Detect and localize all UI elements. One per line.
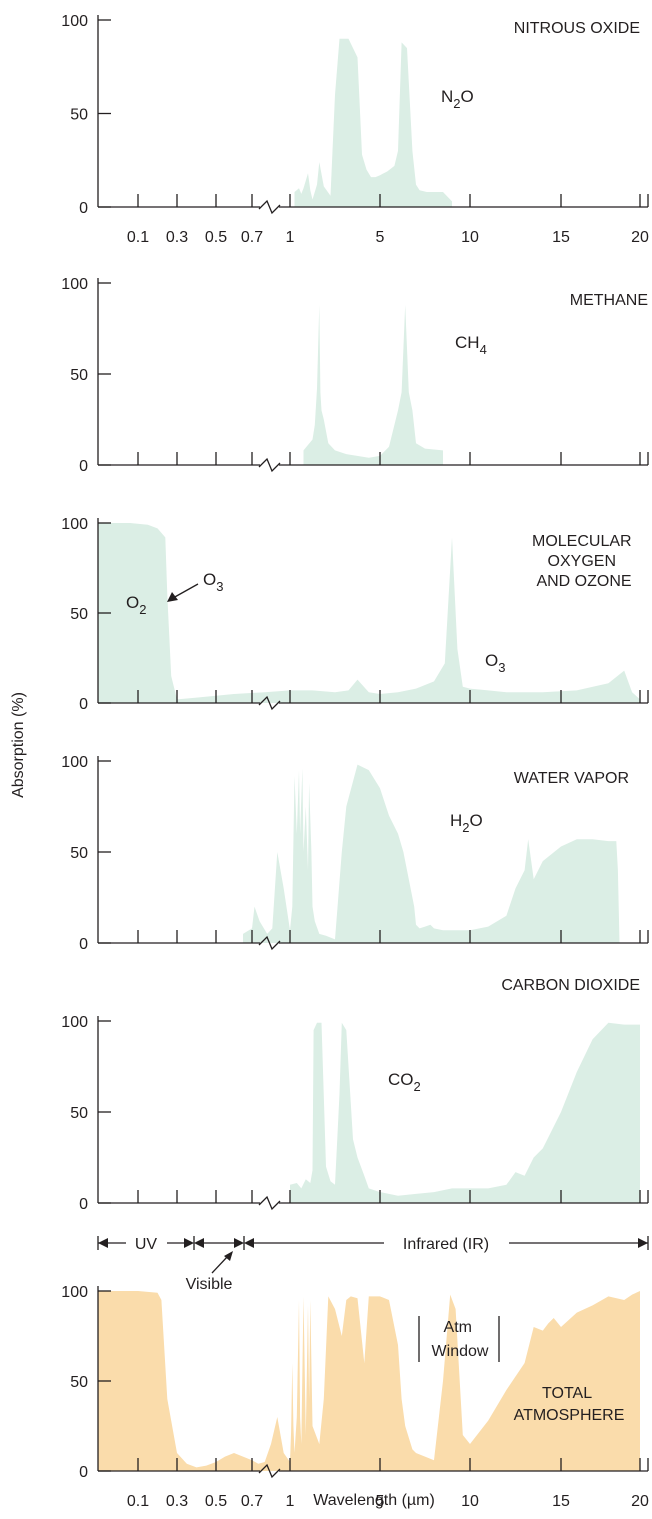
arrowhead-uv-left (98, 1238, 108, 1248)
panel-water-vapor: 0 50 100 WATER VAPOR H2O (61, 754, 648, 953)
y-tick-label: 0 (79, 696, 88, 713)
x-tick-label: 0.7 (241, 229, 263, 246)
y-tick-label: 0 (79, 458, 88, 475)
x-tick-label: 0.5 (205, 1493, 227, 1510)
formula-o3-uv: O3 (203, 570, 223, 594)
ozone-pointer-arrow-head (167, 592, 178, 602)
atm-window-label-line-2: Window (432, 1343, 489, 1360)
x-tick-label: 0.1 (127, 229, 149, 246)
region-label-uv: UV (135, 1236, 158, 1253)
panel-title-total-line-1: TOTAL (542, 1385, 592, 1402)
y-tick-label: 50 (70, 606, 88, 623)
y-tick-label: 100 (61, 754, 88, 771)
panel-title-line-3: AND OZONE (536, 573, 631, 590)
y-tick-label: 100 (61, 13, 88, 30)
formula-co2: CO2 (388, 1070, 421, 1094)
x-tick-label: 0.7 (241, 1493, 263, 1510)
x-tick-label: 5 (376, 1493, 385, 1510)
panel-title-nitrous-oxide: NITROUS OXIDE (514, 20, 640, 37)
spectral-region-bar: UV Infrared (IR) Visible (98, 1236, 648, 1293)
y-tick-label: 100 (61, 1284, 88, 1301)
panel-title-line-2: OXYGEN (548, 553, 616, 570)
arrowhead-ir-right (638, 1238, 648, 1248)
x-tick-label: 20 (631, 1493, 649, 1510)
y-tick-label: 50 (70, 1374, 88, 1391)
y-tick-label: 0 (79, 1196, 88, 1213)
region-label-infrared: Infrared (IR) (403, 1236, 489, 1253)
y-tick-label: 50 (70, 1105, 88, 1122)
y-tick-label: 50 (70, 107, 88, 124)
x-tick-label: 15 (552, 1493, 570, 1510)
ozone-pointer-arrow-line (173, 584, 198, 598)
visible-pointer-line (212, 1256, 228, 1273)
x-tick-label: 1 (286, 229, 295, 246)
series-nitrous-oxide-area (295, 39, 453, 207)
region-label-visible: Visible (186, 1276, 233, 1293)
x-tick-label: 20 (631, 229, 649, 246)
y-tick-label: 50 (70, 845, 88, 862)
formula-h2o: H2O (450, 811, 483, 835)
series-total-atmosphere-area (98, 1291, 640, 1471)
panel-title-total-line-2: ATMOSPHERE (514, 1407, 625, 1424)
panel-methane: 0 50 100 METHANE CH4 (61, 276, 648, 475)
x-tick-label: 0.3 (166, 229, 188, 246)
x-tick-label: 10 (461, 229, 479, 246)
panel-title-oxygen-ozone: MOLECULAR OXYGEN AND OZONE (532, 533, 636, 590)
x-tick-label: 15 (552, 229, 570, 246)
panel-title-water-vapor: WATER VAPOR (514, 770, 629, 787)
x-axis-break (259, 459, 280, 471)
y-tick-label: 100 (61, 1014, 88, 1031)
y-tick-label: 0 (79, 200, 88, 217)
x-tick-label: 10 (461, 1493, 479, 1510)
panel-carbon-dioxide: 0 50 100 CARBON DIOXIDE CO2 (61, 977, 648, 1213)
x-axis-title: Wavelength (µm) (313, 1492, 435, 1509)
panel-title-methane: METHANE (570, 292, 648, 309)
y-tick-label: 0 (79, 936, 88, 953)
y-tick-label: 50 (70, 367, 88, 384)
series-methane-area (304, 305, 444, 465)
arrowhead-ir-left (244, 1238, 254, 1248)
formula-ch4: CH4 (455, 333, 487, 357)
atm-window-label: Atm Window (432, 1319, 489, 1360)
y-axis-title: Absorption (%) (10, 692, 27, 798)
x-tick-label: 0.5 (205, 229, 227, 246)
arrowhead-visible-right (234, 1238, 244, 1248)
panel-title-carbon-dioxide: CARBON DIOXIDE (501, 977, 640, 994)
x-tick-label: 5 (376, 229, 385, 246)
x-axis-break (259, 201, 280, 213)
series-oxygen-ozone-area (98, 523, 640, 703)
y-tick-label: 100 (61, 516, 88, 533)
formula-n2o: N2O (441, 87, 474, 111)
formula-o3-ir: O3 (485, 651, 505, 675)
x-tick-label: 1 (286, 1493, 295, 1510)
panel-title-line-1: MOLECULAR (532, 533, 632, 550)
y-tick-label: 0 (79, 1464, 88, 1481)
x-axis-break (259, 1197, 280, 1209)
atm-window-label-line-1: Atm (444, 1319, 472, 1336)
arrowhead-visible-left (194, 1238, 204, 1248)
x-tick-label: 0.3 (166, 1493, 188, 1510)
x-tick-label: 0.1 (127, 1493, 149, 1510)
arrowhead-uv-right (184, 1238, 194, 1248)
series-carbon-dioxide-area (290, 1023, 640, 1203)
series-water-vapor-area (243, 765, 620, 943)
y-tick-label: 100 (61, 276, 88, 293)
